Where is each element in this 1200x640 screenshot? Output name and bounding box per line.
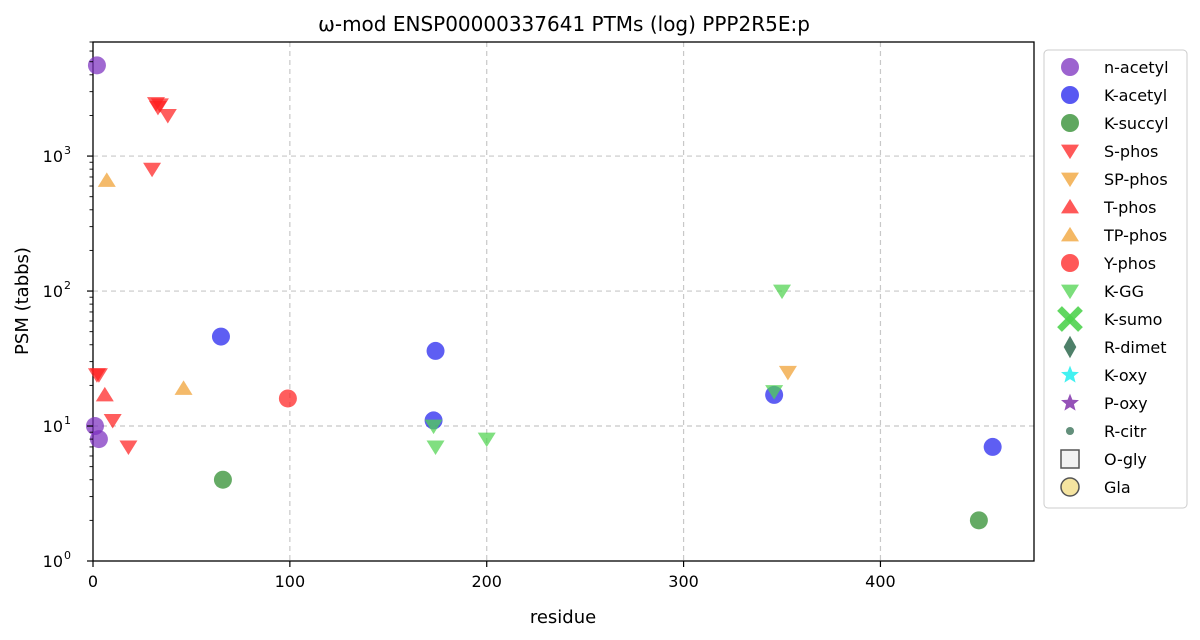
- grid: [93, 42, 1034, 561]
- x-tick-label: 300: [668, 572, 699, 591]
- point-s-phos: [158, 109, 177, 124]
- point-s-phos: [89, 368, 108, 383]
- legend-marker-s-phos: [1061, 144, 1079, 160]
- x-axis-title: residue: [530, 607, 596, 628]
- point-k-acetyl: [211, 327, 230, 346]
- x-tick-label: 100: [275, 572, 306, 591]
- legend-label: n-acetyl: [1104, 58, 1169, 77]
- legend-marker-p-oxy: [1061, 393, 1079, 411]
- legend-item: n-acetyl: [1061, 58, 1169, 77]
- y-tick-label: 10: [43, 282, 63, 301]
- legend-item: TP-phos: [1061, 226, 1167, 245]
- point-t-phos: [95, 386, 114, 402]
- y-tick-exponent: 2: [64, 279, 71, 292]
- point-k-gg: [426, 440, 445, 456]
- y-axis-title: PSM (tabbs): [12, 247, 33, 355]
- legend-marker-r-dimet: [1063, 335, 1077, 359]
- legend-label: TP-phos: [1103, 226, 1167, 245]
- legend-label: S-phos: [1104, 142, 1158, 161]
- legend-label: R-citr: [1104, 422, 1147, 441]
- legend-marker-sp-phos: [1061, 172, 1079, 188]
- legend-marker-gla: [1060, 477, 1080, 497]
- x-axis-ticks: 0 100 200 300 400: [88, 561, 896, 591]
- data-points: [85, 56, 1002, 530]
- legend-item: T-phos: [1061, 198, 1157, 217]
- legend-item: SP-phos: [1061, 170, 1168, 189]
- legend-item: R-citr: [1065, 422, 1147, 441]
- point-k-gg: [424, 419, 443, 435]
- plot-area: [92, 41, 1035, 562]
- point-k-succyl: [213, 470, 232, 489]
- point-n-acetyl: [89, 430, 108, 449]
- x-tick-label: 200: [471, 572, 502, 591]
- point-k-gg: [477, 432, 496, 448]
- legend-label: SP-phos: [1104, 170, 1168, 189]
- legend-label: T-phos: [1103, 198, 1157, 217]
- point-sp-phos: [778, 365, 797, 381]
- point-tp-phos: [174, 380, 193, 395]
- y-tick-label: 10: [43, 552, 63, 571]
- legend-item: K-sumo: [1057, 306, 1162, 332]
- point-y-phos: [278, 389, 297, 408]
- point-s-phos: [103, 414, 122, 429]
- y-tick-exponent: 3: [64, 144, 71, 157]
- point-k-acetyl: [426, 341, 445, 360]
- point-k-succyl: [969, 511, 988, 530]
- legend-marker-k-sumo-stroke-b: [1057, 306, 1083, 332]
- legend-item: K-succyl: [1061, 114, 1169, 133]
- legend-item: K-GG: [1061, 282, 1144, 301]
- legend-label: K-acetyl: [1104, 86, 1167, 105]
- legend-box: [1043, 49, 1188, 509]
- legend-item: S-phos: [1061, 142, 1158, 161]
- y-tick-exponent: 1: [64, 414, 71, 427]
- legend-label: K-sumo: [1104, 310, 1162, 329]
- legend-label: O-gly: [1104, 450, 1147, 469]
- legend: n-acetyl K-acetyl K-succyl S-phos SP-phos T-p…: [1043, 49, 1188, 509]
- y-tick-label: 10: [43, 417, 63, 436]
- legend-marker-k-sumo: [1057, 306, 1083, 332]
- point-k-acetyl: [983, 437, 1002, 456]
- legend-marker-t-phos: [1061, 198, 1079, 214]
- point-s-phos: [119, 440, 138, 456]
- point-k-gg: [773, 284, 792, 300]
- point-n-acetyl: [87, 56, 106, 75]
- legend-marker-k-gg: [1061, 284, 1079, 300]
- legend-marker-k-acetyl: [1061, 86, 1079, 104]
- point-s-phos: [143, 162, 162, 178]
- legend-item: R-dimet: [1063, 335, 1167, 359]
- legend-marker-o-gly: [1060, 449, 1080, 469]
- legend-item: P-oxy: [1061, 393, 1148, 413]
- legend-marker-n-acetyl: [1061, 58, 1079, 76]
- legend-marker-y-phos: [1061, 254, 1079, 272]
- legend-item: K-acetyl: [1061, 86, 1167, 105]
- legend-label: K-GG: [1104, 282, 1144, 301]
- point-tp-phos: [97, 172, 116, 187]
- legend-marker-k-oxy: [1061, 365, 1079, 383]
- legend-label: K-succyl: [1104, 114, 1169, 133]
- point-s-phos: [148, 100, 167, 116]
- y-tick-label: 10: [43, 147, 63, 166]
- legend-item: Gla: [1060, 477, 1131, 497]
- chart-title: ω-mod ENSP00000337641 PTMs (log) PPP2R5E…: [318, 12, 810, 36]
- legend-label: Y-phos: [1103, 254, 1156, 273]
- legend-label: Gla: [1104, 478, 1131, 497]
- x-tick-label: 0: [88, 572, 98, 591]
- legend-marker-tp-phos: [1061, 226, 1079, 242]
- legend-label: K-oxy: [1104, 366, 1147, 385]
- legend-marker-k-succyl: [1061, 114, 1079, 132]
- legend-item: Y-phos: [1061, 254, 1156, 273]
- legend-label: P-oxy: [1104, 394, 1148, 413]
- legend-marker-r-citr: [1065, 426, 1075, 436]
- legend-item: K-oxy: [1061, 365, 1147, 385]
- legend-label: R-dimet: [1104, 338, 1167, 357]
- x-tick-label: 400: [865, 572, 896, 591]
- y-tick-exponent: 0: [64, 549, 71, 562]
- legend-item: O-gly: [1060, 449, 1147, 469]
- point-k-gg: [765, 385, 784, 400]
